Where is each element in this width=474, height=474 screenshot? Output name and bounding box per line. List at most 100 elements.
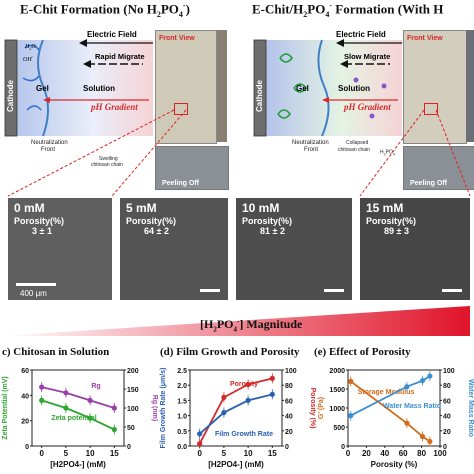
h2o-label-a: H2O bbox=[25, 44, 36, 52]
y2-tick-label: 50 bbox=[127, 425, 135, 432]
y-tick-label: 40 bbox=[21, 393, 29, 400]
data-point bbox=[348, 413, 354, 419]
h2po4-label-b: H2PO4- bbox=[380, 148, 396, 157]
magnitude-label: [H2PO4-] Magnitude bbox=[200, 317, 303, 334]
panel-a-schematic: Cathode Electric Field Rapid Migrate H2O… bbox=[3, 28, 153, 188]
x-axis-label: Porosity (%) bbox=[371, 460, 418, 469]
chain-label-a: chitosan chain bbox=[91, 162, 123, 168]
y2-tick-label: 20 bbox=[443, 429, 451, 436]
data-point bbox=[111, 426, 117, 433]
data-point bbox=[419, 433, 426, 440]
x-tick-label: 80 bbox=[417, 449, 426, 458]
panel-b-title: E-Chit/H2PO4- Formation (With H bbox=[252, 1, 444, 19]
y-tick-label: 0.0 bbox=[177, 444, 187, 451]
y-tick-label: 2.5 bbox=[177, 368, 187, 375]
x-tick-label: 0 bbox=[39, 449, 44, 458]
collapsed-label-b: Collapsed bbox=[346, 140, 369, 146]
series-line bbox=[41, 386, 115, 409]
scale-bar-label: 400 μm bbox=[20, 289, 47, 298]
y-tick-label: 0 bbox=[341, 444, 345, 451]
x-axis-label: [H2PO4-] (mM) bbox=[50, 460, 106, 469]
electric-field-label-b: Electric Field bbox=[336, 30, 386, 39]
y2-tick-label: 100 bbox=[443, 368, 455, 375]
plot-frame bbox=[31, 369, 125, 447]
data-point bbox=[348, 378, 354, 384]
scale-bar bbox=[16, 283, 56, 286]
y2-tick-label: 100 bbox=[285, 368, 297, 375]
series-line bbox=[41, 399, 115, 431]
series-label: Storage Modulus bbox=[358, 389, 415, 396]
series-label: Zeta potential bbox=[51, 415, 97, 422]
series-label: Water Mass Ratio bbox=[383, 403, 441, 410]
neutralization-label-b: Neutralization bbox=[292, 140, 329, 146]
migrate-label-a: Rapid Migrate bbox=[95, 52, 145, 61]
y2-tick-label: 60 bbox=[443, 398, 451, 405]
x-tick-label: 10 bbox=[244, 449, 253, 458]
x-axis-label: [H2PO4-] (mM) bbox=[208, 460, 264, 469]
data-point bbox=[245, 397, 251, 403]
swelling-label-a: Swelling bbox=[99, 156, 118, 162]
data-point bbox=[87, 397, 93, 403]
data-point bbox=[419, 378, 426, 384]
y-axis-label: Zeta Potential (mV) bbox=[2, 376, 9, 439]
y-axis-label: Film Growth Rate (μm/s) bbox=[160, 368, 167, 449]
data-point bbox=[63, 405, 69, 411]
y2-tick-label: 0 bbox=[443, 444, 447, 451]
panel-b-schematic: Cathode Electric Field Slow Migrate Gel … bbox=[252, 28, 402, 188]
solution-label-b: Solution bbox=[338, 84, 370, 93]
scale-bar-5mm bbox=[200, 289, 220, 292]
y-tick-label: 2.0 bbox=[177, 383, 187, 390]
chain-label-b: chitosan chain bbox=[338, 147, 370, 153]
gradient-label-b: pH Gradient bbox=[344, 102, 391, 112]
front-view-photo-a: Front View bbox=[155, 30, 217, 144]
data-point bbox=[111, 405, 117, 411]
chart-e: 0 20 40 60 80 1000500100015002000020406080100… bbox=[318, 368, 474, 469]
series-line bbox=[198, 377, 273, 445]
side-photo-a bbox=[217, 30, 227, 142]
oh-label-a: OH- bbox=[23, 54, 34, 63]
peeling-photo-b: Peeling Off bbox=[403, 146, 474, 190]
gel-label-a: Gel bbox=[36, 84, 49, 93]
data-point bbox=[221, 394, 227, 400]
series-line bbox=[199, 393, 273, 435]
x-tick-label: 20 bbox=[362, 449, 371, 458]
y-tick-label: 1.5 bbox=[177, 398, 187, 405]
x-tick-label: 15 bbox=[110, 449, 119, 458]
chart-e-title: (e) Effect of Porosity bbox=[314, 346, 411, 358]
y-tick-label: 2000 bbox=[329, 368, 345, 375]
data-point bbox=[197, 441, 203, 447]
series-line bbox=[350, 380, 431, 443]
sem-image-10mm: 10 mM Porosity(%) 81 ± 2 bbox=[236, 198, 352, 300]
y2-axis-label: Water Mass Ratio bbox=[467, 379, 474, 437]
x-tick-label: 0 bbox=[346, 449, 351, 458]
y-tick-label: 1.0 bbox=[177, 414, 187, 421]
y2-axis-label: Porosity (%) bbox=[309, 388, 316, 429]
x-tick-label: 5 bbox=[64, 449, 69, 458]
y-axis-label: G' (Pa) bbox=[318, 397, 325, 419]
magnitude-arrow bbox=[0, 306, 470, 336]
y2-tick-label: 40 bbox=[285, 414, 293, 421]
chart-d-title: (d) Film Growth and Porosity bbox=[160, 346, 300, 358]
y-tick-label: 20 bbox=[21, 419, 29, 426]
data-point bbox=[39, 397, 45, 403]
y2-tick-label: 0 bbox=[127, 444, 131, 451]
scale-bar-10mm bbox=[324, 289, 344, 292]
y-tick-label: 500 bbox=[333, 425, 345, 432]
data-point bbox=[87, 415, 93, 421]
x-tick-label: 10 bbox=[86, 449, 95, 458]
y2-tick-label: 40 bbox=[443, 414, 451, 421]
x-tick-label: 40 bbox=[380, 449, 389, 458]
series-label: Film Growth Rate bbox=[215, 431, 273, 438]
solution-label-a: Solution bbox=[83, 84, 115, 93]
front-label-a: Front bbox=[41, 147, 56, 153]
neutralization-label-a: Neutralization bbox=[31, 140, 68, 146]
y2-tick-label: 80 bbox=[443, 383, 451, 390]
y2-tick-label: 80 bbox=[285, 383, 293, 390]
chart-c-title: c) Chitosan in Solution bbox=[2, 346, 110, 358]
side-photo-b bbox=[466, 30, 474, 142]
y2-tick-label: 200 bbox=[127, 368, 139, 375]
x-tick-label: 0 bbox=[197, 449, 202, 458]
data-point bbox=[427, 438, 433, 445]
